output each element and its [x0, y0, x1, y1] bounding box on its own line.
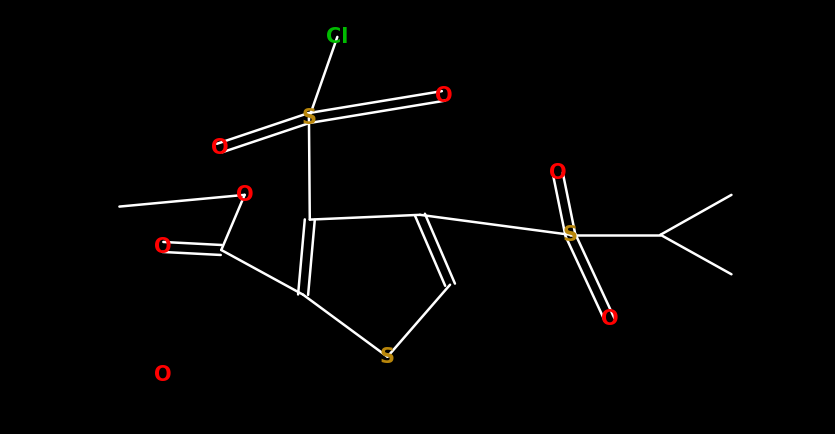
Text: Cl: Cl — [326, 27, 348, 47]
Text: S: S — [301, 108, 316, 128]
Text: O: O — [154, 365, 172, 385]
Text: O: O — [549, 163, 567, 183]
Text: O: O — [210, 138, 229, 158]
Text: O: O — [235, 185, 254, 205]
Text: S: S — [380, 347, 395, 367]
Text: O: O — [154, 237, 172, 257]
Text: O: O — [600, 309, 619, 329]
Text: S: S — [563, 225, 578, 245]
Text: O: O — [434, 86, 453, 106]
